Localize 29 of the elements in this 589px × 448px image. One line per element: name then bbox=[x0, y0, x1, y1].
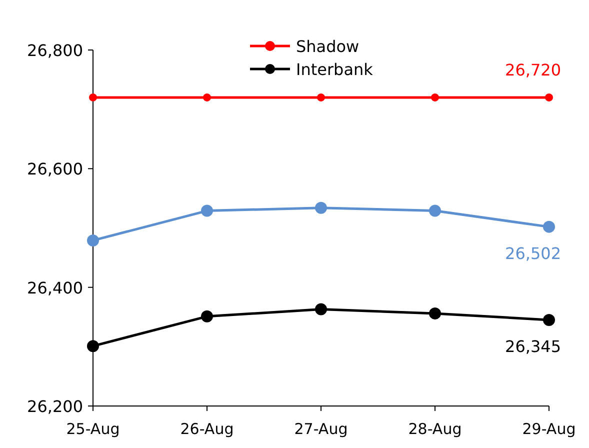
x-tick-label: 29-Aug bbox=[522, 420, 576, 438]
data-label: 26,502 bbox=[505, 244, 561, 263]
point bbox=[315, 303, 327, 316]
point bbox=[315, 202, 327, 214]
y-tick-label: 26,200 bbox=[27, 397, 83, 416]
point bbox=[201, 204, 213, 217]
x-tick-label: 28-Aug bbox=[408, 420, 462, 438]
point bbox=[89, 93, 97, 102]
data-label: 26,345 bbox=[505, 336, 561, 356]
point bbox=[545, 93, 553, 102]
point bbox=[87, 340, 99, 352]
x-tick-label: 27-Aug bbox=[294, 420, 348, 438]
x-tick-label: 25-Aug bbox=[66, 420, 120, 438]
point bbox=[431, 93, 439, 102]
point bbox=[429, 307, 441, 320]
x-tick-label: 26-Aug bbox=[180, 420, 234, 438]
point bbox=[543, 220, 555, 233]
data-label: 26,720 bbox=[505, 60, 561, 80]
point bbox=[87, 234, 99, 246]
point bbox=[429, 204, 441, 217]
legend-label: Interbank bbox=[296, 60, 374, 79]
y-tick-label: 26,600 bbox=[27, 160, 83, 179]
point bbox=[543, 314, 555, 326]
y-tick-label: 26,400 bbox=[27, 278, 83, 298]
legend-label: Shadow bbox=[296, 37, 360, 56]
point bbox=[201, 310, 213, 322]
y-tick-label: 26,800 bbox=[27, 41, 83, 60]
point bbox=[203, 93, 211, 102]
point bbox=[317, 93, 325, 102]
